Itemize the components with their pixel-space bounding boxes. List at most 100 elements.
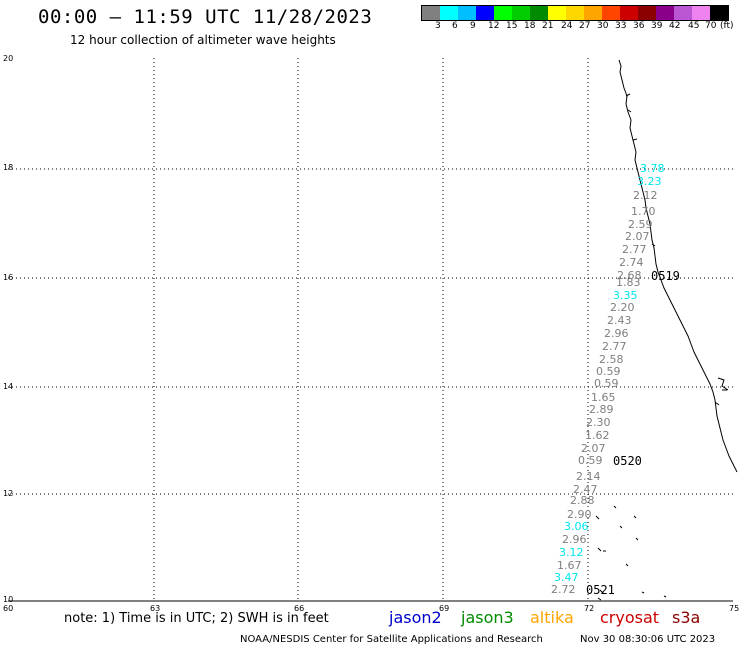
wave-height-value: 0.59 [596,365,621,378]
wave-height-value: 2.20 [610,301,635,314]
wave-height-value: 0.59 [594,377,619,390]
colorbar-label: 18 [524,21,536,31]
wave-height-value: 1.67 [557,559,582,572]
colorbar-label: 6 [452,21,458,31]
colorbar-swatch [674,6,692,20]
coastline [595,59,738,601]
pass-time-tag: 0521 [586,583,615,597]
pass-time-tag: 0519 [651,269,680,283]
wave-height-value: 1.70 [631,205,656,218]
wave-height-value: 1.65 [591,391,616,404]
wave-height-value: 2.77 [622,243,647,256]
wave-height-value: 2.89 [589,403,614,416]
wave-height-value: 2.96 [604,327,629,340]
satellite-legend-item: jason3 [461,608,514,627]
satellite-legend-item: s3a [672,608,701,627]
colorbar-swatch [656,6,674,20]
wave-height-value: 2.47 [573,483,598,496]
observation-labels: 3.783.232.121.702.592.072.772.742.681.83… [551,162,680,597]
lat-lon-grid [8,58,733,602]
legend-note: note: 1) Time is in UTC; 2) SWH is in fe… [64,611,329,626]
colorbar-swatch [476,6,494,20]
colorbar-swatch [494,6,512,20]
coastline-detail [625,93,729,406]
colorbar-label: 21 [542,21,554,31]
wave-height-value: 2.59 [628,218,653,231]
colorbar-swatch [512,6,530,20]
map-subtitle: 12 hour collection of altimeter wave hei… [70,33,336,47]
colorbar-swatch [584,6,602,20]
wave-height-value: 2.30 [586,416,611,429]
colorbar-label: 42 [669,21,681,31]
wave-height-value: 2.90 [567,508,592,521]
colorbar-swatch [638,6,656,20]
wave-height-value: 1.62 [585,429,610,442]
satellite-legend-item: jason2 [389,608,442,627]
satellite-legend-item: altika [530,608,574,627]
latitude-label: 20 [3,54,13,63]
wave-height-value: 3.23 [637,175,662,188]
footer-timestamp: Nov 30 08:30:06 UTC 2023 [580,634,716,645]
longitude-label: 75 [729,604,739,613]
colorbar-label: 3 [435,21,441,31]
wave-height-value: 3.47 [554,571,579,584]
longitude-label: 72 [584,604,594,613]
longitude-label: 66 [294,604,304,613]
colorbar-label: 12 [488,21,500,31]
colorbar-label: 27 [579,21,591,31]
wave-height-value: 2.58 [599,353,624,366]
colorbar-label: 36 [633,21,645,31]
latitude-label: 10 [3,595,13,604]
wave-height-colorbar [421,5,729,21]
colorbar-label: 30 [597,21,609,31]
wave-height-value: 2.43 [607,314,632,327]
wave-height-value: 1.83 [616,276,641,289]
colorbar-label: 24 [561,21,573,31]
colorbar-label: 9 [470,21,476,31]
islands [595,505,667,601]
colorbar-swatch [692,6,710,20]
wave-height-value: 2.96 [562,533,587,546]
colorbar-swatch [710,6,728,20]
wave-height-value: 2.12 [633,189,658,202]
colorbar-swatch [548,6,566,20]
latitude-label: 12 [3,489,13,498]
latitude-label: 14 [3,382,13,391]
map-title: 00:00 – 11:59 UTC 11/28/2023 [38,6,373,28]
footer-credit: NOAA/NESDIS Center for Satellite Applica… [240,634,543,645]
colorbar-swatch [458,6,476,20]
wave-height-value: 2.07 [581,442,606,455]
colorbar-swatch [566,6,584,20]
longitude-label: 60 [3,604,13,613]
latitude-label: 18 [3,163,13,172]
satellite-legend-item: cryosat [600,608,660,627]
colorbar-label: 45 [688,21,700,31]
wave-height-value: 2.74 [619,256,644,269]
longitude-label: 63 [150,604,160,613]
colorbar-swatch [530,6,548,20]
colorbar-swatch [602,6,620,20]
colorbar-label: 39 [651,21,663,31]
wave-height-value: 0.59 [578,454,603,467]
longitude-label: 69 [439,604,449,613]
colorbar-label: 33 [615,21,627,31]
colorbar-swatch [440,6,458,20]
colorbar-label: 70 [705,21,717,31]
pass-time-tag: 0520 [613,454,642,468]
colorbar-label: (ft) [720,21,734,31]
wave-height-value: 3.35 [613,289,638,302]
colorbar-label: 15 [506,21,518,31]
colorbar-swatch [422,6,440,20]
wave-height-value: 2.07 [625,230,650,243]
wave-height-value: 3.12 [559,546,584,559]
wave-height-value: 2.88 [570,494,595,507]
wave-height-value: 2.77 [602,340,627,353]
wave-height-value: 2.14 [576,470,601,483]
wave-height-value: 3.78 [640,162,665,175]
wave-height-value: 2.68 [617,269,642,282]
latitude-label: 16 [3,273,13,282]
colorbar-swatch [620,6,638,20]
wave-height-value: 3.06 [564,520,589,533]
